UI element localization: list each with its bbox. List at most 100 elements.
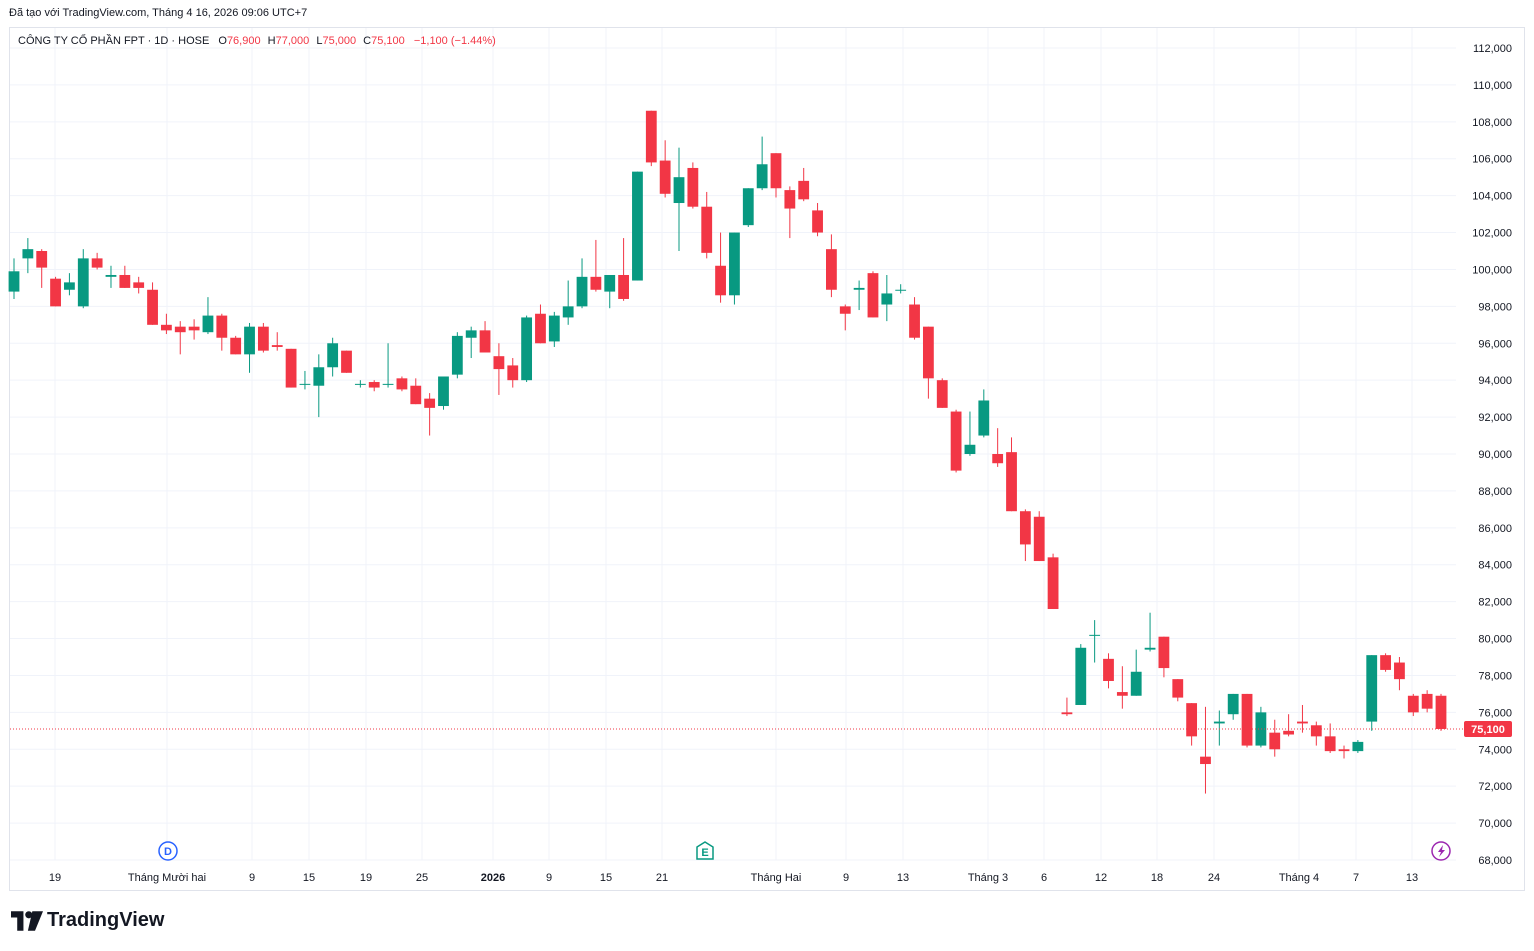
price-tick-label: 100,000	[1472, 264, 1512, 276]
time-tick-label: Tháng 4	[1279, 872, 1319, 884]
candle-body	[105, 274, 117, 277]
candle	[230, 335, 242, 355]
candle-body	[535, 313, 546, 344]
time-tick-label: Tháng Mười hai	[128, 872, 206, 884]
candle-body	[673, 177, 685, 204]
candle-body	[576, 276, 588, 307]
candle-body	[701, 206, 713, 253]
time-axis[interactable]: 19 Tháng Mười hai 9 15 19 25 2026 9 15 21 Tháng Ha…	[49, 872, 1418, 884]
candle-body	[341, 350, 352, 373]
candle-body	[1421, 693, 1433, 709]
candle-body	[174, 326, 186, 333]
candle-body	[992, 454, 1004, 464]
candle	[174, 321, 186, 355]
candle-body	[770, 153, 782, 189]
candle	[1144, 612, 1156, 652]
candle-body	[881, 293, 893, 305]
candle	[1227, 693, 1239, 720]
time-tick-label: 9	[546, 872, 552, 884]
last-price-badge	[1464, 720, 1512, 737]
candle	[133, 276, 145, 294]
candle-body	[313, 367, 325, 386]
time-tick-label: Tháng 3	[968, 872, 1008, 884]
price-tick-label: 76,000	[1478, 707, 1512, 719]
candle-body	[1241, 693, 1253, 746]
lightning-icon[interactable]	[1431, 841, 1451, 861]
candle	[576, 258, 588, 309]
candle	[64, 273, 75, 296]
candle	[590, 239, 602, 292]
symbol-legend[interactable]: CÔNG TY CỔ PHẦN FPT · 1D · HOSE O76,900 …	[18, 35, 496, 47]
close-label: C	[363, 35, 372, 47]
time-tick-label: 2026	[481, 872, 505, 884]
time-tick-label: 7	[1353, 872, 1359, 884]
price-tick-label: 86,000	[1478, 523, 1512, 535]
candle	[742, 188, 754, 228]
time-tick-label: 24	[1208, 872, 1220, 884]
candle	[922, 326, 934, 399]
candle	[382, 343, 394, 388]
candle	[687, 162, 699, 209]
candle-body	[507, 365, 519, 381]
candle-body	[867, 273, 879, 318]
candle	[1158, 636, 1170, 678]
candle-body	[188, 326, 200, 331]
candle	[1366, 655, 1378, 731]
candle	[521, 315, 533, 383]
candle-body	[91, 258, 103, 268]
candle	[1116, 666, 1128, 709]
candle	[1297, 704, 1308, 733]
candle	[119, 265, 131, 288]
candle-body	[424, 398, 436, 408]
candle	[1200, 706, 1211, 794]
candle-body	[812, 210, 823, 233]
earnings-marker-label: E	[701, 847, 708, 859]
tradingview-logo[interactable]: TradingView	[11, 909, 164, 932]
candle	[1130, 649, 1142, 696]
time-tick-label: 21	[656, 872, 668, 884]
candle-body	[1158, 636, 1170, 669]
candle-body	[839, 306, 851, 314]
candle-body	[1006, 452, 1017, 512]
candle-body	[36, 251, 48, 268]
candle-body	[1075, 647, 1087, 705]
candle	[299, 370, 311, 390]
candle	[8, 258, 20, 299]
candle-body	[327, 343, 339, 368]
candle-body	[604, 274, 616, 292]
candle	[839, 304, 851, 331]
candle-body	[285, 348, 297, 388]
candle-body	[230, 337, 242, 355]
earnings-marker[interactable]: E	[696, 841, 714, 860]
candle-body	[438, 376, 449, 407]
candle	[77, 249, 89, 309]
candle-body	[299, 383, 311, 385]
price-axis[interactable]: 68,000 70,000 72,000 74,000 76,000 78,000 80,0…	[1472, 43, 1512, 867]
candle	[341, 350, 352, 373]
dividend-marker-label: D	[164, 846, 172, 858]
candle	[909, 297, 920, 340]
candle-body	[1407, 695, 1419, 713]
open-label: O	[218, 35, 227, 47]
candle-body	[1172, 679, 1184, 698]
high-label: H	[267, 35, 276, 47]
candle-body	[202, 315, 214, 333]
price-tick-label: 80,000	[1478, 634, 1512, 646]
candle	[964, 411, 976, 456]
candle	[313, 354, 325, 418]
candle	[1324, 723, 1336, 753]
candle-body	[1324, 736, 1336, 752]
candle	[729, 232, 740, 305]
candle-body	[853, 287, 865, 290]
candle-body	[590, 276, 602, 290]
price-tick-label: 102,000	[1472, 228, 1512, 240]
dividend-marker[interactable]: D	[158, 841, 178, 861]
high-value: 77,000	[275, 35, 310, 47]
candle-body	[271, 345, 283, 347]
open-value: 76,900	[226, 35, 261, 47]
chart-frame[interactable]	[9, 27, 1525, 891]
candle	[1061, 697, 1073, 717]
candle-body	[687, 167, 699, 207]
last-price-value: 75,100	[1471, 724, 1505, 736]
